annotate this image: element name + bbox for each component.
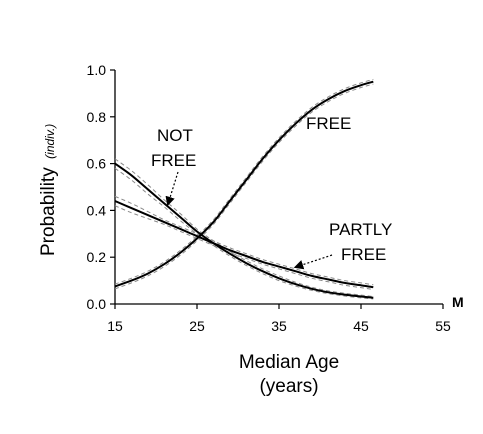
- x-tick-label: 15: [107, 318, 123, 334]
- y-axis-title-subtext: (indiv.): [43, 124, 57, 159]
- y-axis-title: Probability (indiv.): [38, 124, 59, 256]
- ci-upper-partly-free: [114, 195, 374, 286]
- series-line-partly-free: [114, 200, 374, 289]
- x-axis-title-line2: (years): [259, 376, 318, 397]
- tick-labels: 0.0 0.2 0.4 0.6 0.8 1.0 15 25 35 45 55: [87, 62, 451, 334]
- y-tick-label: 1.0: [87, 62, 107, 78]
- ci-lower-partly-free: [114, 205, 374, 290]
- label-free: FREE: [306, 114, 351, 133]
- confidence-bands: [114, 78, 374, 300]
- series-lines: [114, 80, 374, 299]
- label-not-free-line1: NOT: [157, 126, 193, 145]
- arrow-not-free: [165, 171, 179, 207]
- label-not-free-line2: FREE: [151, 151, 196, 170]
- y-tick-label: 0.6: [87, 156, 107, 172]
- x-tick-label: 35: [271, 318, 287, 334]
- arrow-partly-free: [293, 254, 333, 270]
- y-axis-title-main: Probability (indiv.): [38, 124, 59, 256]
- ci-upper-not-free: [114, 158, 374, 297]
- x-tick-label: 25: [189, 318, 205, 334]
- y-tick-label: 0.2: [87, 249, 107, 265]
- y-tick-label: 0.0: [87, 296, 107, 312]
- ci-lower-not-free: [114, 167, 374, 300]
- label-partly-free-line1: PARTLY: [329, 220, 392, 239]
- series-line-not-free: [114, 162, 374, 299]
- series-line-free: [114, 80, 374, 288]
- x-axis-unit-marker: M: [452, 294, 464, 310]
- x-tick-label: 45: [353, 318, 369, 334]
- x-tick-label: 55: [435, 318, 451, 334]
- y-tick-label: 0.4: [87, 202, 107, 218]
- y-axis-title-text: Probability: [38, 167, 59, 256]
- axes: [110, 69, 444, 309]
- x-axis-title-line1: Median Age: [239, 352, 339, 373]
- y-tick-label: 0.8: [87, 109, 107, 125]
- label-partly-free-line2: FREE: [341, 245, 386, 264]
